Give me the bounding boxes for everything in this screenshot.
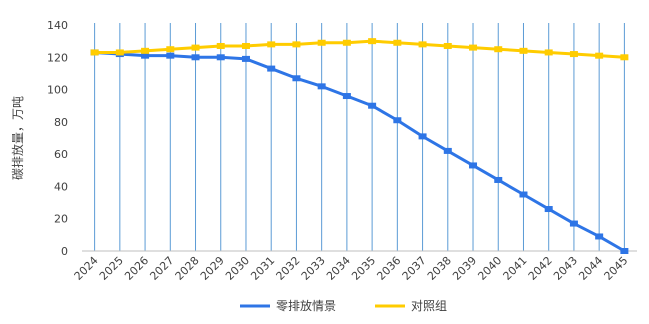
data-point-0-2036 (393, 117, 402, 124)
data-point-1-2031 (267, 41, 276, 48)
data-point-0-2039 (469, 162, 478, 169)
data-point-0-2035 (368, 102, 377, 109)
y-tick-label-100: 100 (47, 84, 68, 97)
y-axis-label: 碳排放量，万吨 (10, 96, 25, 180)
y-tick-label-40: 40 (54, 180, 68, 193)
series-line-1 (94, 39, 625, 59)
data-point-1-2040 (494, 46, 503, 53)
data-point-1-2035 (368, 38, 377, 45)
data-point-0-2045 (620, 248, 629, 254)
data-point-1-2038 (443, 42, 452, 49)
y-tick-label-140: 140 (47, 19, 68, 32)
y-tick-label-0: 0 (61, 245, 68, 258)
data-point-1-2029 (216, 42, 225, 49)
data-point-0-2044 (595, 233, 604, 240)
data-point-0-2031 (267, 65, 276, 72)
data-point-1-2045 (620, 54, 629, 61)
x-tick-label-2041: 2041 (501, 254, 530, 283)
x-tick-label-2026: 2026 (122, 254, 151, 283)
data-point-0-2030 (241, 55, 250, 62)
data-point-0-2032 (292, 75, 301, 82)
data-point-1-2042 (544, 49, 553, 56)
x-tick-label-2037: 2037 (400, 254, 429, 283)
data-point-0-2042 (544, 206, 553, 213)
x-tick-label-2038: 2038 (425, 254, 454, 283)
x-tick-label-2030: 2030 (223, 254, 252, 283)
data-point-0-2041 (519, 191, 528, 198)
data-point-0-2043 (569, 220, 578, 227)
x-tick-label-2039: 2039 (450, 254, 479, 283)
data-point-1-2036 (393, 39, 402, 46)
data-point-1-2033 (317, 39, 326, 46)
data-point-1-2024 (90, 49, 99, 56)
x-tick-label-2025: 2025 (97, 254, 126, 283)
data-point-1-2026 (141, 47, 150, 54)
data-point-1-2041 (519, 47, 528, 54)
x-tick-label-2045: 2045 (602, 254, 631, 283)
tick-labels: 0204060801001201402024202520262027202820… (47, 19, 631, 283)
legend-label-1: 对照组 (411, 299, 447, 313)
data-point-1-2034 (342, 39, 351, 46)
y-tick-label-60: 60 (54, 148, 68, 161)
data-point-0-2034 (342, 93, 351, 100)
data-point-0-2038 (443, 147, 452, 154)
data-point-1-2044 (595, 52, 604, 59)
x-tick-label-2044: 2044 (576, 254, 605, 283)
x-tick-label-2027: 2027 (147, 254, 176, 283)
data-point-0-2033 (317, 83, 326, 90)
legend: 零排放情景 对照组 (240, 298, 447, 313)
x-tick-label-2036: 2036 (374, 254, 403, 283)
x-tick-label-2028: 2028 (173, 254, 202, 283)
series-lines (90, 38, 629, 254)
x-tick-label-2031: 2031 (248, 254, 277, 283)
data-point-1-2043 (569, 51, 578, 58)
data-point-0-2029 (216, 54, 225, 61)
x-tick-label-2043: 2043 (551, 254, 580, 283)
data-point-1-2037 (418, 41, 427, 48)
x-tick-label-2032: 2032 (274, 254, 303, 283)
x-tick-label-2042: 2042 (526, 254, 555, 283)
x-tick-label-2034: 2034 (324, 254, 353, 283)
data-point-1-2032 (292, 41, 301, 48)
data-point-0-2040 (494, 176, 503, 183)
data-point-1-2039 (469, 44, 478, 51)
data-point-1-2025 (115, 49, 124, 56)
x-tick-label-2033: 2033 (299, 254, 328, 283)
data-point-0-2028 (191, 54, 200, 61)
series-line-0 (94, 50, 626, 253)
x-tick-label-2040: 2040 (475, 254, 504, 283)
y-tick-label-20: 20 (54, 213, 68, 226)
x-tick-label-2024: 2024 (72, 254, 101, 283)
legend-label-0: 零排放情景 (276, 298, 336, 313)
data-point-0-2037 (418, 133, 427, 140)
data-point-0-2027 (166, 52, 175, 59)
data-point-1-2030 (241, 42, 250, 49)
y-tick-label-120: 120 (47, 51, 68, 64)
y-tick-label-80: 80 (54, 116, 68, 129)
x-tick-label-2029: 2029 (198, 254, 227, 283)
data-point-1-2028 (191, 44, 200, 51)
data-point-1-2027 (166, 46, 175, 53)
data-point-0-2026 (141, 52, 150, 59)
x-tick-label-2035: 2035 (349, 254, 378, 283)
